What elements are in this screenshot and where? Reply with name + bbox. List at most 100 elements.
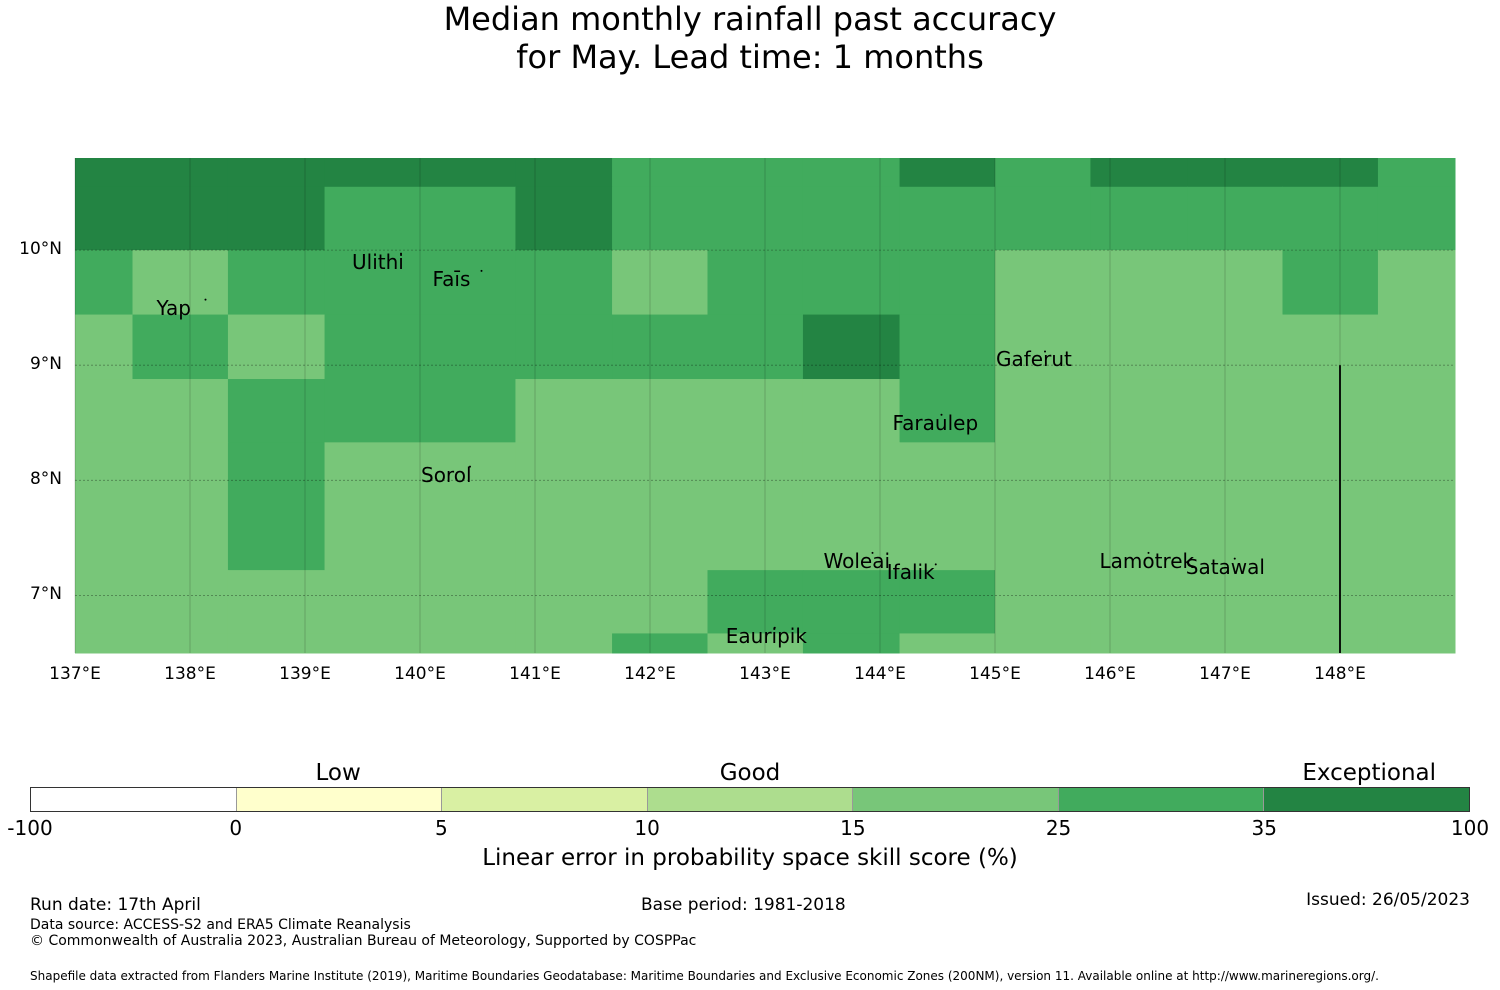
lon-tick-label: 146°E	[1084, 664, 1136, 684]
map-cell	[1187, 633, 1283, 654]
colorbar-tick-label: 0	[229, 816, 243, 840]
map-cell	[899, 379, 996, 443]
lon-tick-label: 145°E	[969, 664, 1021, 684]
map-cell	[324, 633, 421, 654]
map-cell	[1282, 379, 1379, 443]
map-cell	[995, 379, 1091, 443]
map-cell	[132, 442, 229, 571]
map-cell	[420, 158, 516, 188]
map-cell	[324, 314, 421, 380]
map-cell	[995, 158, 1091, 188]
map-cell	[132, 250, 229, 316]
map-cell	[802, 379, 901, 443]
map-cell	[227, 570, 326, 634]
map-cell	[707, 570, 804, 634]
map-cell	[515, 570, 613, 634]
map-cell	[420, 314, 516, 380]
shapefile-credit: Shapefile data extracted from Flanders M…	[30, 969, 1379, 983]
map-cell	[1377, 186, 1456, 251]
colorbar-category-label: Exceptional	[1302, 760, 1437, 786]
lon-tick-label: 143°E	[739, 664, 791, 684]
map-cell	[75, 158, 133, 188]
map-cell	[227, 442, 326, 571]
island-marker	[1044, 350, 1046, 353]
map-cell	[1090, 633, 1188, 654]
island-marker	[480, 269, 483, 272]
map-cell	[75, 570, 133, 634]
map-cell	[1377, 442, 1456, 571]
colorbar	[30, 787, 1470, 812]
map-cell	[707, 314, 804, 380]
colorbar-tick-label: -100	[7, 816, 53, 840]
map-cell	[420, 442, 516, 571]
map-cell	[995, 442, 1091, 571]
island-marker	[469, 465, 471, 468]
map-cell	[995, 633, 1091, 654]
map-cell	[899, 186, 996, 251]
map-cell	[75, 314, 133, 380]
map-cell	[324, 442, 421, 571]
map-cell	[132, 379, 229, 443]
map-cell	[227, 314, 326, 380]
map-cell	[707, 186, 804, 251]
map-cell	[802, 158, 901, 188]
lon-tick-label: 137°E	[49, 664, 101, 684]
map-cell	[75, 442, 133, 571]
map-cell	[802, 570, 901, 634]
map-cell	[227, 158, 326, 188]
lon-tick-label: 144°E	[854, 664, 906, 684]
skill-map	[74, 158, 1456, 654]
map-cell	[1187, 314, 1283, 380]
island-marker	[934, 563, 937, 566]
colorbar-segment	[236, 788, 443, 811]
map-cell	[1377, 379, 1456, 443]
map-cell	[420, 186, 516, 251]
place-label: Gaferut	[996, 347, 1072, 372]
map-cell	[1187, 186, 1283, 251]
map-cell	[1090, 158, 1188, 188]
colorbar-category-label: Low	[315, 760, 361, 786]
place-label: Ifalik	[886, 560, 935, 585]
map-cell	[899, 442, 996, 571]
map-cell	[1187, 158, 1283, 188]
lon-tick-label: 148°E	[1314, 664, 1366, 684]
map-cell	[802, 186, 901, 251]
island-marker	[400, 252, 402, 255]
colorbar-tick-label: 25	[1045, 816, 1072, 840]
map-cell	[612, 250, 708, 316]
copyright: © Commonwealth of Australia 2023, Austra…	[30, 933, 697, 949]
map-cell	[515, 379, 613, 443]
map-cell	[1282, 314, 1379, 380]
map-cell	[324, 250, 421, 316]
map-cell	[75, 633, 133, 654]
place-label: Yap	[156, 295, 191, 320]
map-cell	[612, 379, 708, 443]
chart-title-line2: for May. Lead time: 1 months	[516, 38, 984, 76]
map-cell	[1187, 379, 1283, 443]
colorbar-segment	[853, 788, 1059, 811]
map-cell	[612, 158, 708, 188]
map-cell	[802, 633, 901, 654]
map-cell	[1282, 186, 1379, 251]
map-cell	[899, 250, 996, 316]
island-marker	[773, 626, 776, 629]
map-cell	[802, 250, 901, 316]
map-cell	[612, 186, 708, 251]
map-cell	[75, 250, 133, 316]
lon-tick-label: 138°E	[164, 664, 216, 684]
place-label: Woleai	[823, 548, 891, 573]
colorbar-segment	[1264, 788, 1470, 811]
colorbar-segment	[442, 788, 648, 811]
map-cell	[132, 570, 229, 634]
map-cell	[515, 186, 613, 251]
map-cell	[707, 158, 804, 188]
place-label: Sorol	[421, 462, 472, 487]
colorbar-axis-label: Linear error in probability space skill …	[482, 845, 1018, 871]
map-cell	[132, 186, 229, 251]
lat-tick-label: 8°N	[29, 469, 62, 490]
map-cell	[995, 570, 1091, 634]
map-cell	[515, 442, 613, 571]
island-marker	[204, 298, 207, 301]
colorbar-category-label: Good	[719, 760, 781, 786]
map-cell	[420, 570, 516, 634]
